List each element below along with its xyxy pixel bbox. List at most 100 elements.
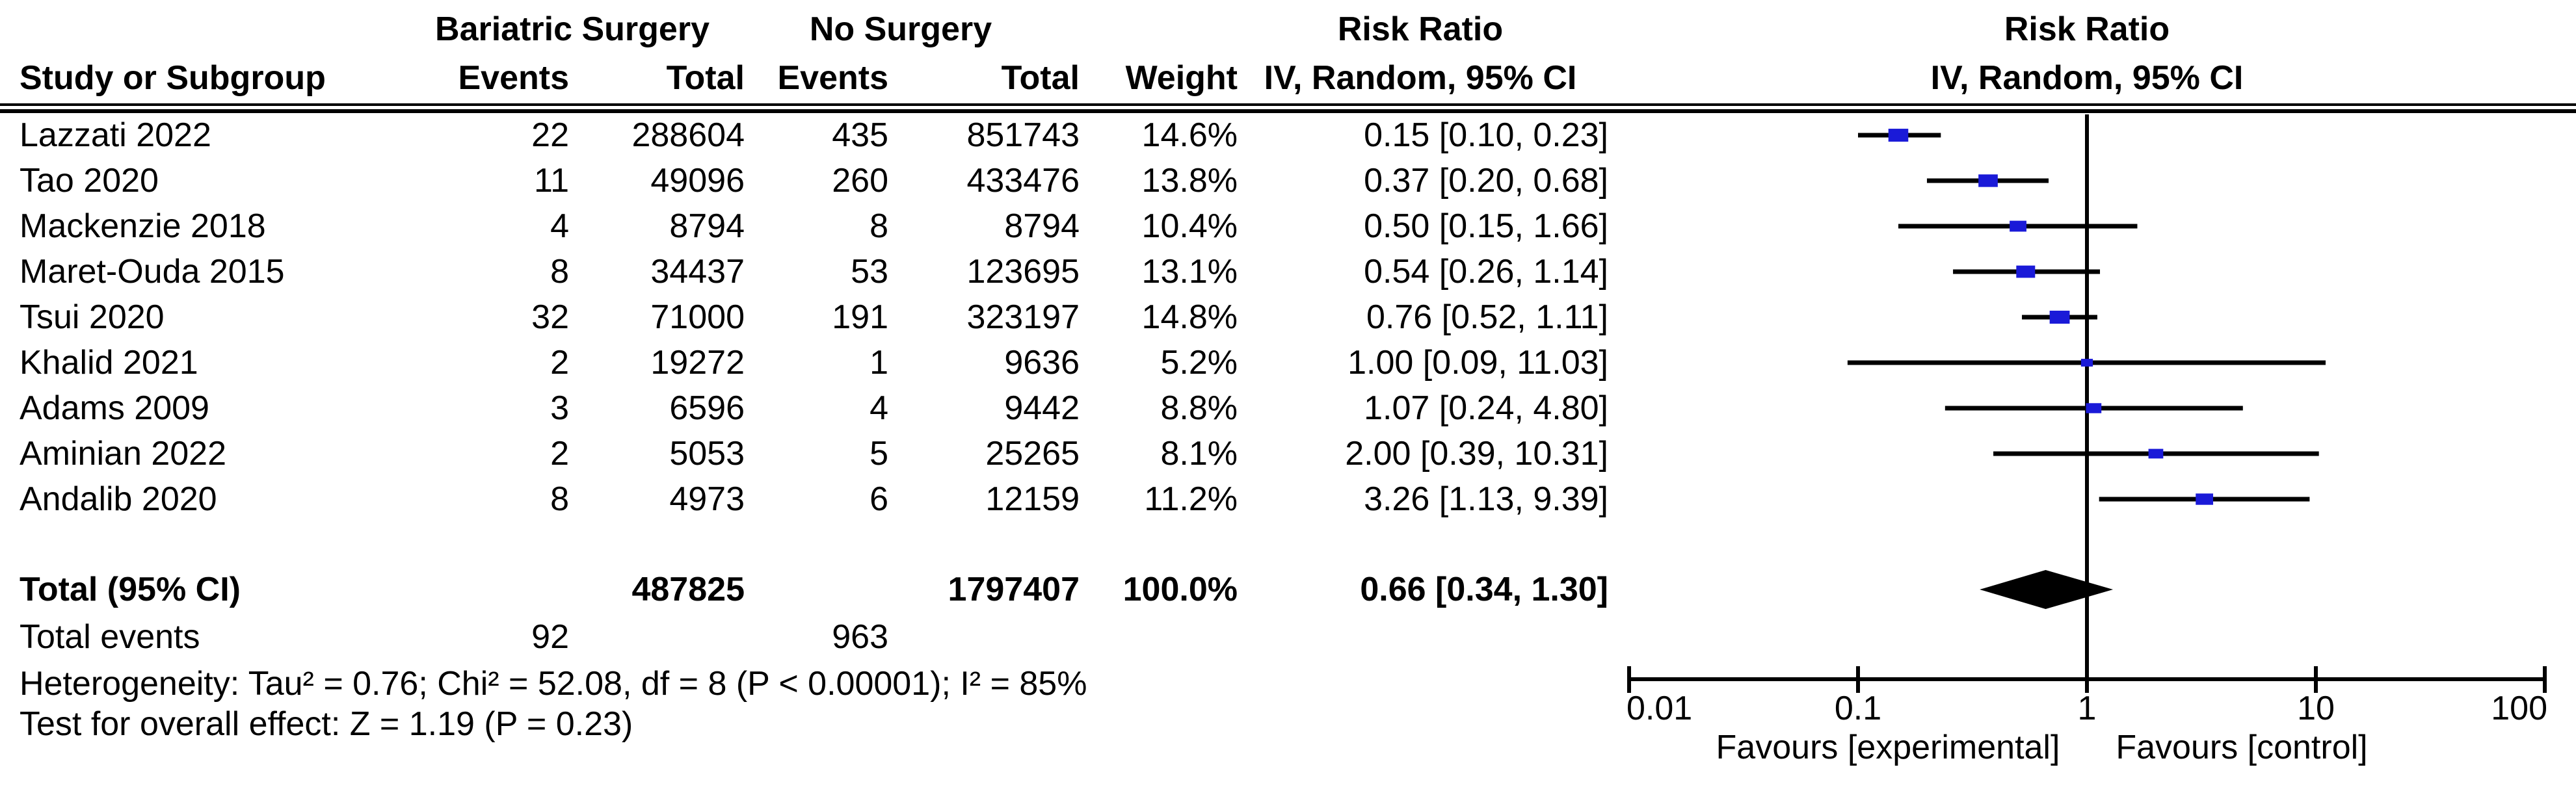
study-total-control: 12159	[985, 480, 1080, 518]
study-events-experimental: 11	[534, 162, 569, 200]
study-weight: 13.1%	[1141, 253, 1238, 291]
header-col-total-control: Total	[1001, 59, 1080, 97]
study-weight: 13.8%	[1141, 162, 1238, 200]
study-name: Andalib 2020	[20, 480, 217, 518]
total-events-control: 963	[832, 618, 888, 656]
axis-tick-label: 0.1	[1834, 690, 1882, 727]
total-ci-text: 0.66 [0.34, 1.30]	[1360, 571, 1608, 608]
study-weight: 8.1%	[1160, 435, 1238, 473]
study-events-experimental: 2	[550, 344, 569, 382]
axis-tick-label: 0.01	[1627, 690, 1693, 727]
study-weight: 11.2%	[1144, 480, 1238, 518]
study-name: Khalid 2021	[20, 344, 198, 382]
header-group-experimental: Bariatric Surgery	[435, 10, 710, 48]
effect-square	[2148, 448, 2164, 459]
study-events-experimental: 3	[550, 389, 569, 427]
study-ci-text: 0.15 [0.10, 0.23]	[1364, 116, 1608, 154]
study-total-experimental: 8794	[669, 207, 745, 245]
study-events-experimental: 22	[531, 116, 569, 154]
study-name: Lazzati 2022	[20, 116, 211, 154]
study-total-control: 8794	[1004, 207, 1080, 245]
overall-effect-text: Test for overall effect: Z = 1.19 (P = 0…	[20, 705, 633, 743]
study-events-control: 191	[832, 298, 888, 336]
study-total-experimental: 6596	[669, 389, 745, 427]
total-control-n: 1797407	[948, 571, 1080, 608]
plot-header-effect-subtitle: IV, Random, 95% CI	[1930, 59, 2244, 97]
effect-square	[2196, 493, 2214, 505]
study-events-control: 53	[851, 253, 888, 291]
study-events-experimental: 8	[550, 480, 569, 518]
study-events-control: 435	[832, 116, 888, 154]
study-total-control: 851743	[966, 116, 1080, 154]
effect-square	[1978, 174, 1998, 187]
study-weight: 10.4%	[1141, 207, 1238, 245]
study-events-control: 1	[870, 344, 888, 382]
study-name: Adams 2009	[20, 389, 209, 427]
study-ci-text: 2.00 [0.39, 10.31]	[1345, 435, 1608, 473]
study-name: Tao 2020	[20, 162, 159, 200]
study-total-control: 323197	[966, 298, 1080, 336]
total-events-experimental: 92	[531, 618, 569, 656]
heterogeneity-text: Heterogeneity: Tau² = 0.76; Chi² = 52.08…	[20, 665, 1087, 703]
favours-control-label: Favours [control]	[2116, 729, 2368, 766]
header-effect-title: Risk Ratio	[1337, 10, 1504, 48]
header-col-events-experimental: Events	[458, 59, 569, 97]
header-effect-subtitle: IV, Random, 95% CI	[1264, 59, 1577, 97]
header-col-total-experimental: Total	[666, 59, 745, 97]
total-weight: 100.0%	[1122, 571, 1238, 608]
study-ci-text: 3.26 [1.13, 9.39]	[1364, 480, 1608, 518]
study-total-control: 25265	[985, 435, 1080, 473]
total-row-label: Total (95% CI)	[20, 571, 241, 608]
study-ci-text: 0.50 [0.15, 1.66]	[1364, 207, 1608, 245]
study-events-control: 4	[870, 389, 888, 427]
study-ci-text: 0.37 [0.20, 0.68]	[1364, 162, 1608, 200]
header-rule-thick	[0, 109, 2576, 113]
axis-tick-label: 100	[2491, 690, 2547, 727]
study-events-control: 6	[870, 480, 888, 518]
study-name: Aminian 2022	[20, 435, 226, 473]
favours-experimental-label: Favours [experimental]	[1716, 729, 2060, 766]
study-events-experimental: 8	[550, 253, 569, 291]
study-ci-text: 0.76 [0.52, 1.11]	[1366, 298, 1608, 336]
study-total-control: 9442	[1004, 389, 1080, 427]
study-ci-text: 0.54 [0.26, 1.14]	[1364, 253, 1608, 291]
study-events-experimental: 4	[550, 207, 569, 245]
study-ci-text: 1.07 [0.24, 4.80]	[1364, 389, 1608, 427]
study-total-experimental: 4973	[669, 480, 745, 518]
header-group-control: No Surgery	[809, 10, 992, 48]
study-events-control: 8	[870, 207, 888, 245]
axis-tick-label: 10	[2297, 690, 2335, 727]
study-total-control: 433476	[966, 162, 1080, 200]
study-total-experimental: 5053	[669, 435, 745, 473]
header-col-events-control: Events	[777, 59, 888, 97]
study-name: Mackenzie 2018	[20, 207, 266, 245]
effect-square	[2010, 220, 2026, 232]
study-total-control: 123695	[966, 253, 1080, 291]
study-weight: 14.6%	[1141, 116, 1238, 154]
study-total-control: 9636	[1004, 344, 1080, 382]
effect-square	[1888, 129, 1909, 142]
header-col-study: Study or Subgroup	[20, 59, 326, 97]
study-total-experimental: 19272	[650, 344, 745, 382]
study-events-control: 260	[832, 162, 888, 200]
study-total-experimental: 49096	[650, 162, 745, 200]
pooled-diamond	[1980, 570, 2114, 609]
study-total-experimental: 288604	[631, 116, 745, 154]
study-name: Maret-Ouda 2015	[20, 253, 285, 291]
total-experimental-n: 487825	[631, 571, 745, 608]
header-col-weight: Weight	[1125, 59, 1238, 97]
study-events-control: 5	[870, 435, 888, 473]
study-ci-text: 1.00 [0.09, 11.03]	[1348, 344, 1608, 382]
effect-square	[2049, 310, 2070, 324]
study-weight: 5.2%	[1160, 344, 1238, 382]
effect-square	[2080, 359, 2093, 367]
study-events-experimental: 2	[550, 435, 569, 473]
total-events-label: Total events	[20, 618, 200, 656]
study-total-experimental: 71000	[650, 298, 745, 336]
axis-tick-label: 1	[2077, 690, 2097, 727]
study-weight: 14.8%	[1141, 298, 1238, 336]
study-events-experimental: 32	[531, 298, 569, 336]
study-total-experimental: 34437	[650, 253, 745, 291]
